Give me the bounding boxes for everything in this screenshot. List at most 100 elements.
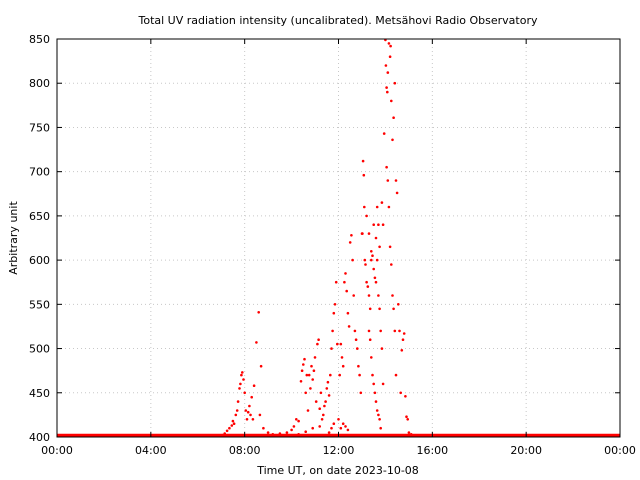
data-point <box>393 329 397 333</box>
data-point <box>259 364 263 368</box>
y-tick-label: 850 <box>29 33 50 46</box>
data-point <box>304 430 308 434</box>
data-point <box>302 363 305 366</box>
x-axis-label: Time UT, on date 2023-10-08 <box>256 464 419 477</box>
data-point <box>299 380 303 383</box>
data-point <box>368 307 372 311</box>
data-point <box>382 132 386 135</box>
y-tick-label: 700 <box>29 166 50 179</box>
data-point <box>332 311 336 315</box>
data-point <box>232 422 236 426</box>
data-point <box>390 99 393 103</box>
data-point <box>307 373 311 377</box>
data-point <box>290 428 293 432</box>
x-tick-label: 16:00 <box>416 444 448 457</box>
y-axis-label: Arbitrary unit <box>7 201 20 275</box>
data-point <box>336 342 339 346</box>
data-point <box>386 90 389 94</box>
data-point <box>331 329 334 333</box>
data-point <box>377 294 380 297</box>
data-point <box>330 347 333 350</box>
data-point <box>362 173 366 177</box>
data-point <box>380 201 384 204</box>
data-point <box>231 419 235 423</box>
data-point <box>311 378 315 381</box>
data-point <box>341 422 345 426</box>
data-point <box>311 426 315 430</box>
data-point <box>380 347 384 350</box>
x-tick-label: 00:00 <box>604 444 636 457</box>
data-point <box>345 289 349 293</box>
data-point <box>346 311 350 315</box>
x-axis-ticks: 00:00 04:00 08:00 12:00 16:00 20:00 00:00 <box>41 39 636 457</box>
data-point <box>400 349 404 352</box>
data-point <box>394 373 398 377</box>
data-point <box>292 425 296 428</box>
data-point <box>353 329 357 333</box>
data-point <box>359 391 363 395</box>
grid-lines <box>57 39 620 437</box>
data-point <box>238 387 241 390</box>
y-tick-label: 400 <box>29 431 50 444</box>
x-tick-label: 04:00 <box>135 444 167 457</box>
data-point <box>310 364 313 368</box>
data-point <box>295 418 298 421</box>
data-point <box>266 431 270 434</box>
data-point <box>381 382 385 386</box>
data-point <box>356 347 359 350</box>
data-point <box>223 432 226 435</box>
data-point <box>387 42 391 45</box>
data-point <box>249 413 252 417</box>
data-point <box>309 387 312 390</box>
data-point <box>338 373 342 377</box>
data-point <box>285 431 289 434</box>
data-point <box>325 387 329 390</box>
data-point <box>409 433 413 436</box>
data-point <box>365 214 368 218</box>
data-point <box>377 223 380 226</box>
data-point <box>379 426 383 430</box>
data-point <box>381 223 385 226</box>
data-point <box>388 55 392 58</box>
data-point <box>370 356 373 359</box>
y-axis-ticks: 400 450 500 550 600 650 700 750 800 850 <box>29 33 620 444</box>
data-point <box>385 86 388 89</box>
x-tick-label: 12:00 <box>323 444 355 457</box>
data-point <box>313 356 317 359</box>
data-points <box>57 38 620 437</box>
data-point <box>391 138 394 142</box>
data-point <box>375 205 379 209</box>
data-point <box>404 395 407 398</box>
data-point <box>367 294 371 297</box>
data-point <box>397 303 400 306</box>
data-point <box>337 418 340 421</box>
data-point <box>373 276 377 280</box>
data-point <box>316 342 319 346</box>
data-point <box>374 236 378 240</box>
data-point <box>300 369 304 373</box>
data-point <box>385 165 388 169</box>
data-point <box>371 254 374 257</box>
data-point <box>392 116 395 119</box>
data-point <box>405 415 408 419</box>
data-point <box>371 373 374 377</box>
chart-title: Total UV radiation intensity (uncalibrat… <box>138 14 538 27</box>
y-tick-label: 500 <box>29 343 50 356</box>
data-point <box>395 191 399 195</box>
data-point <box>348 241 352 244</box>
data-point <box>361 159 365 163</box>
data-point <box>246 410 250 414</box>
data-point <box>364 263 367 266</box>
data-point <box>319 391 323 395</box>
data-point <box>392 307 395 311</box>
x-tick-label: 20:00 <box>510 444 542 457</box>
data-point <box>332 422 336 426</box>
data-point <box>386 179 390 182</box>
data-point <box>361 232 364 235</box>
data-point <box>250 395 253 399</box>
data-point <box>297 419 300 423</box>
data-point <box>297 433 300 436</box>
data-point <box>372 267 376 271</box>
data-point <box>306 409 310 412</box>
y-tick-label: 550 <box>29 298 50 311</box>
